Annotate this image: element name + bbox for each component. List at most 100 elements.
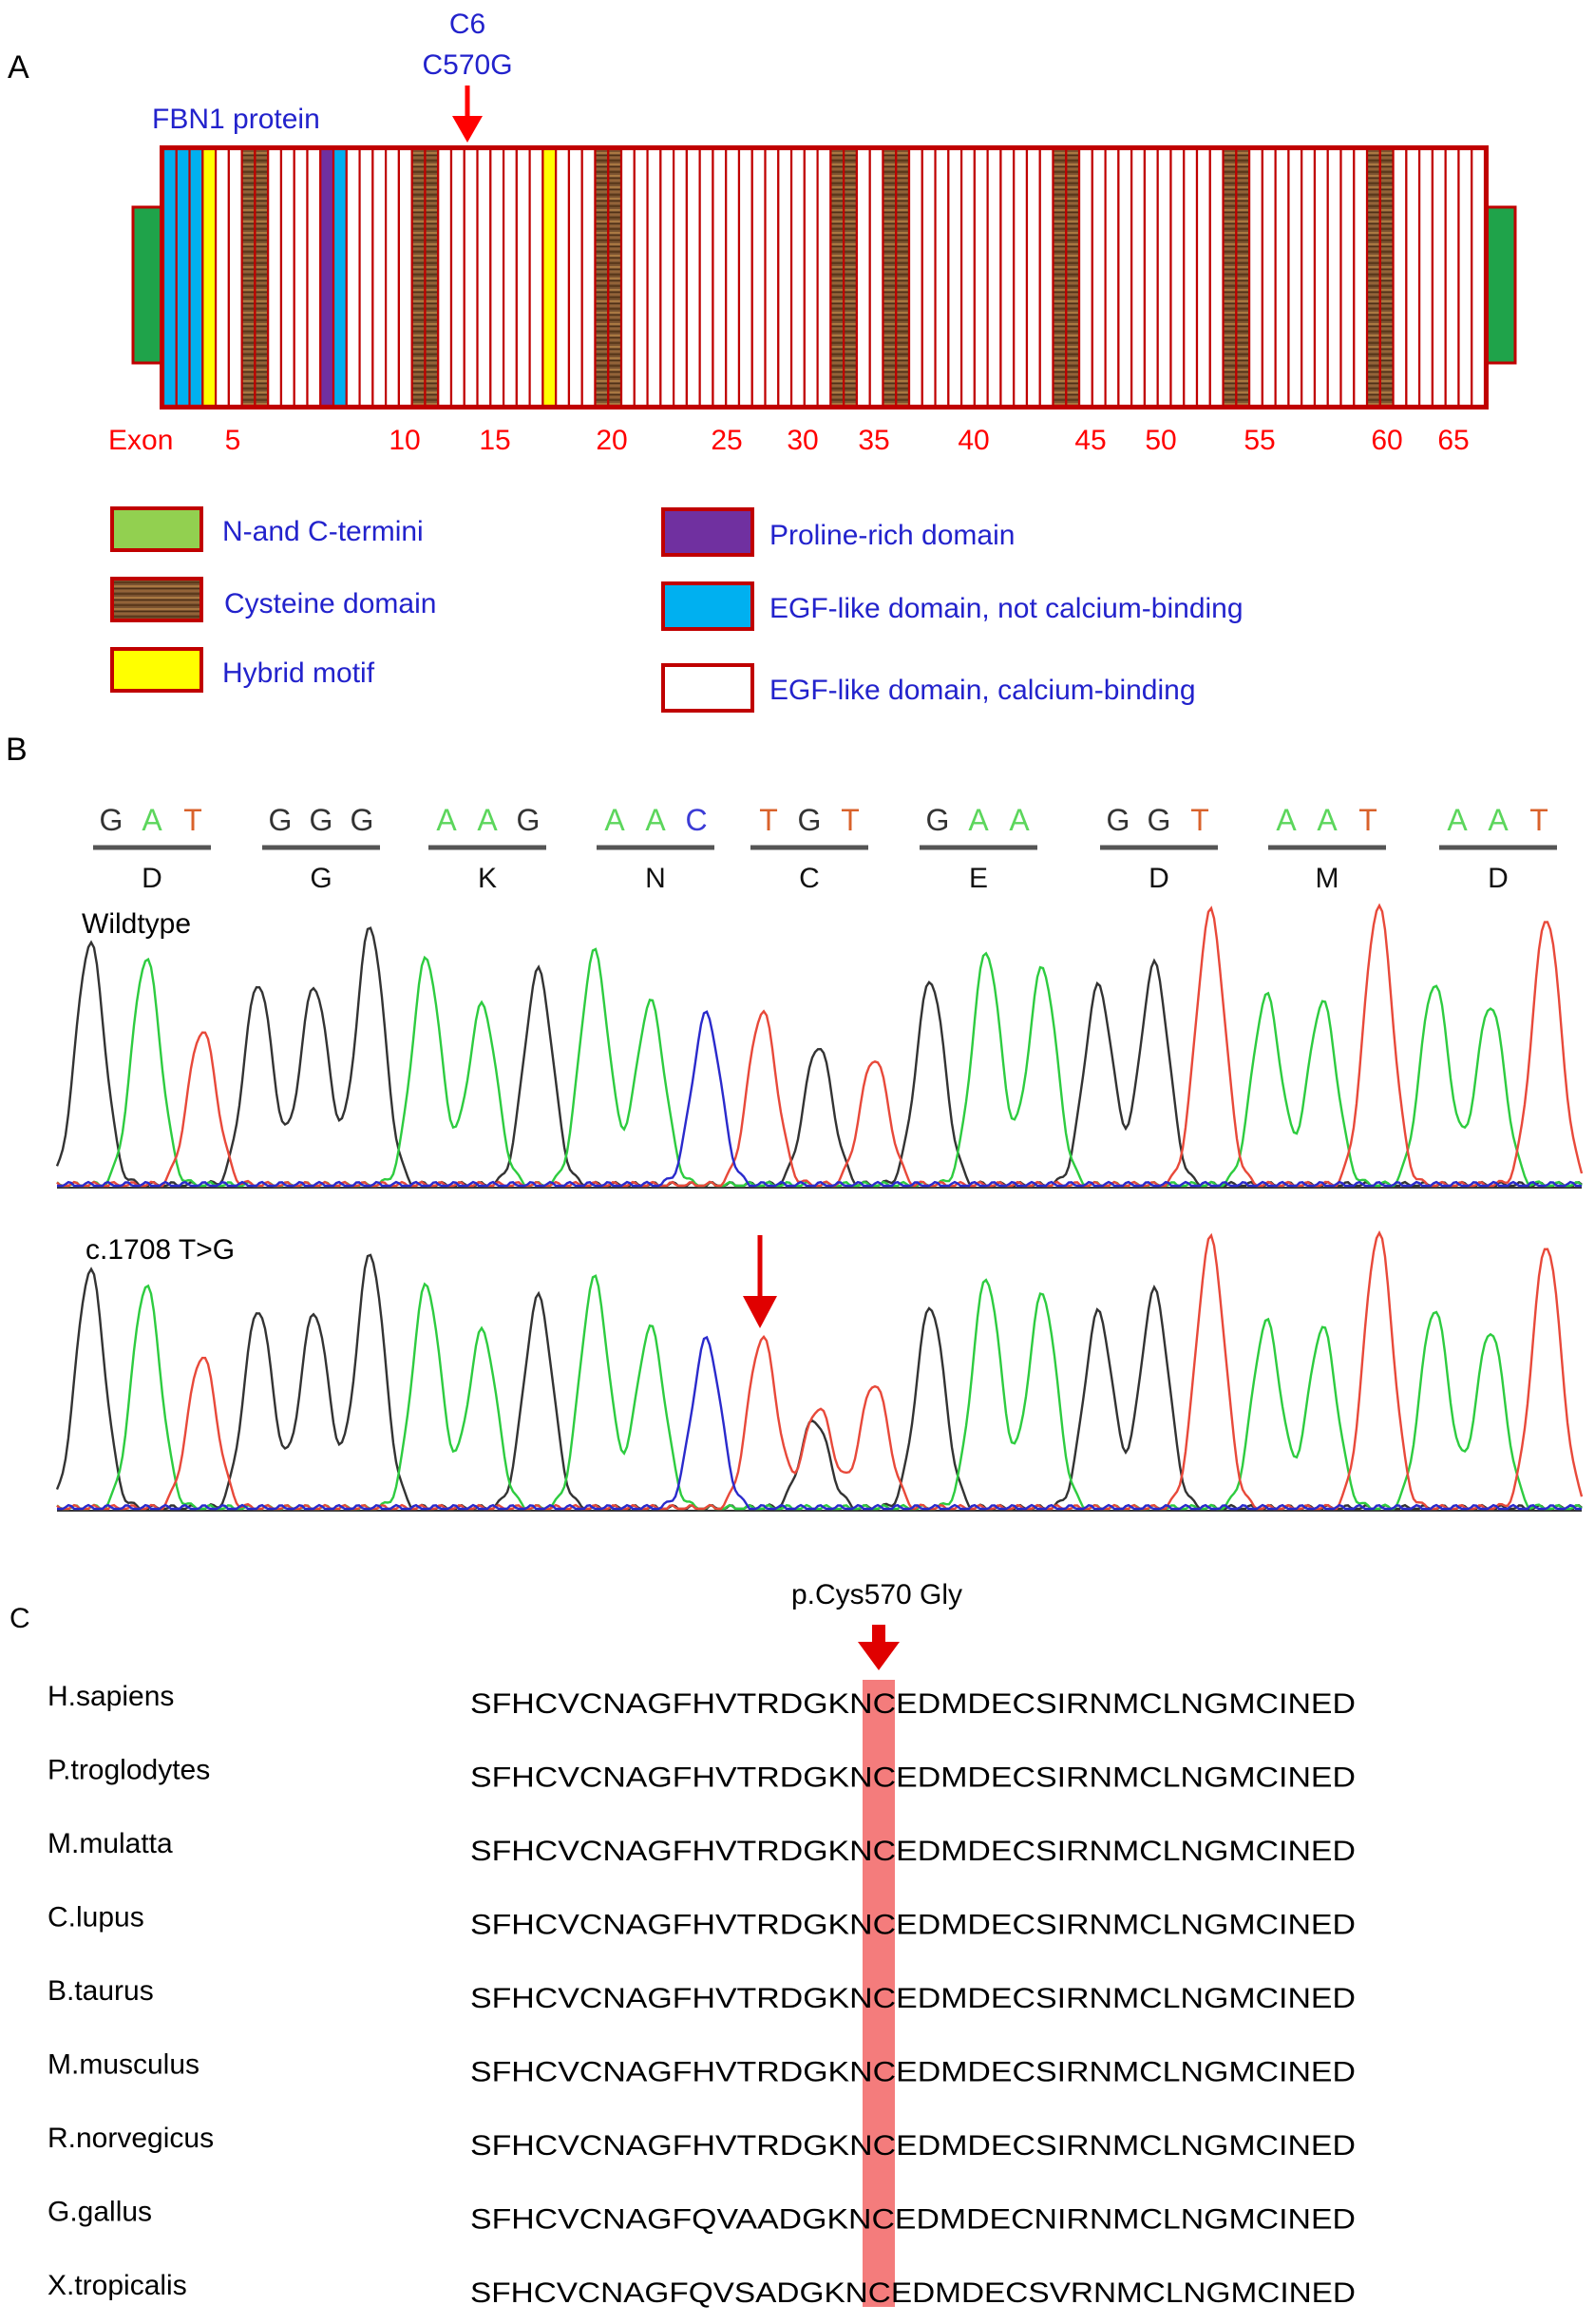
egf-non-ca-domain bbox=[332, 147, 348, 408]
egf-ca-domain bbox=[725, 147, 741, 408]
panel-label-b: B bbox=[6, 732, 28, 768]
egf-ca-domain bbox=[803, 147, 819, 408]
egf-ca-domain bbox=[1130, 147, 1147, 408]
egf-ca-domain bbox=[737, 147, 753, 408]
egf-ca-domain bbox=[1013, 147, 1029, 408]
egf-ca-domain bbox=[463, 147, 479, 408]
species-name: R.norvegicus bbox=[47, 2123, 214, 2154]
egf-ca-domain bbox=[1183, 147, 1199, 408]
exon-label: 45 bbox=[1074, 425, 1106, 456]
egf-ca-domain bbox=[1077, 147, 1093, 408]
egf-ca-domain bbox=[437, 147, 453, 408]
exon-label: 10 bbox=[389, 425, 420, 456]
codon-base: T bbox=[1358, 803, 1377, 837]
codon-base: A bbox=[604, 803, 625, 837]
codon-base: G bbox=[926, 803, 950, 837]
cysteine-domain bbox=[1365, 147, 1381, 408]
chromatogram-wildtype bbox=[55, 903, 1584, 1189]
aligned-sequence: SFHCVCNAGFHVTRDGKNCEDMDECSIRNMCLNGMCINED bbox=[470, 1910, 1356, 1941]
species-name: M.musculus bbox=[47, 2049, 199, 2081]
species-name: M.mulatta bbox=[47, 1828, 173, 1859]
exon-label: 60 bbox=[1371, 425, 1402, 456]
codon-base: A bbox=[436, 803, 457, 837]
egf-ca-domain bbox=[1392, 147, 1408, 408]
codon-base: T bbox=[1190, 803, 1209, 837]
domain-strip bbox=[161, 147, 1487, 408]
alignment-mutation-label: p.Cys570 Gly bbox=[791, 1579, 962, 1610]
cysteine-domain bbox=[1065, 147, 1081, 408]
codon-base: A bbox=[477, 803, 498, 837]
egf-ca-domain bbox=[1313, 147, 1329, 408]
codon-base: T bbox=[841, 803, 860, 837]
exon-label: 35 bbox=[858, 425, 889, 456]
trace-g bbox=[55, 926, 1583, 1188]
mutation-label-c570g: C570G bbox=[422, 49, 512, 81]
cysteine-domain bbox=[240, 147, 256, 408]
egf-ca-domain bbox=[1301, 147, 1317, 408]
egf-non-ca-domain bbox=[161, 147, 178, 408]
egf-ca-domain bbox=[1038, 147, 1054, 408]
trace-a bbox=[56, 1274, 1583, 1511]
exon-label: 55 bbox=[1244, 425, 1275, 456]
trace-c bbox=[57, 1010, 1582, 1188]
egf-ca-domain bbox=[1143, 147, 1159, 408]
exon-label: 20 bbox=[596, 425, 627, 456]
cysteine-domain bbox=[1052, 147, 1068, 408]
amino-acid-label: G bbox=[310, 863, 332, 894]
egf-ca-domain bbox=[673, 147, 688, 408]
n-terminus bbox=[131, 205, 163, 365]
species-name: C.lupus bbox=[47, 1902, 144, 1933]
codon-base: G bbox=[351, 803, 374, 837]
cysteine-domain bbox=[1235, 147, 1251, 408]
egf-ca-domain bbox=[397, 147, 413, 408]
amino-acid-label: C bbox=[799, 863, 820, 894]
cysteine-domain bbox=[882, 147, 898, 408]
codon-base: A bbox=[1009, 803, 1030, 837]
legend-item-hybrid: Hybrid motif bbox=[110, 647, 375, 693]
panel-label-a: A bbox=[8, 49, 29, 86]
egf-ca-domain bbox=[973, 147, 989, 408]
egf-ca-domain bbox=[1326, 147, 1342, 408]
species-name: B.taurus bbox=[47, 1975, 154, 2007]
wildtype-label: Wildtype bbox=[82, 908, 191, 940]
aligned-sequence: SFHCVCNAGFHVTRDGKNCEDMDECSIRNMCLNGMCINED bbox=[470, 1762, 1356, 1794]
protein-name: FBN1 protein bbox=[152, 104, 320, 135]
legend-item-proline: Proline-rich domain bbox=[661, 507, 1015, 557]
aligned-sequence: SFHCVCNAGFQVSADGKNCEDMDECSVRNMCLNGMCINED bbox=[470, 2277, 1356, 2309]
cysteine-domain bbox=[254, 147, 270, 408]
egf-ca-domain bbox=[934, 147, 950, 408]
amino-acid-label: D bbox=[1149, 863, 1169, 894]
legend-item-terminus: N-and C-termini bbox=[110, 506, 424, 552]
amino-acid-label: K bbox=[478, 863, 497, 894]
egf-ca-domain bbox=[777, 147, 793, 408]
egf-ca-domain bbox=[1208, 147, 1225, 408]
cysteine-domain bbox=[594, 147, 610, 408]
egf-ca-domain bbox=[293, 147, 309, 408]
cysteine-domain bbox=[829, 147, 845, 408]
egf-ca-domain bbox=[555, 147, 571, 408]
hybrid-motif bbox=[201, 147, 218, 408]
codon-base: A bbox=[645, 803, 666, 837]
trace-t bbox=[56, 903, 1584, 1188]
egf-ca-domain bbox=[580, 147, 597, 408]
egf-ca-domain bbox=[1091, 147, 1107, 408]
trace-c bbox=[57, 1335, 1582, 1511]
mutation-arrow-alignment bbox=[858, 1625, 900, 1670]
egf-non-ca-domain bbox=[188, 147, 204, 408]
egf-ca-domain bbox=[619, 147, 636, 408]
egf-ca-domain bbox=[502, 147, 518, 408]
egf-ca-domain bbox=[1418, 147, 1434, 408]
legend-label-hybrid: Hybrid motif bbox=[222, 657, 375, 689]
amino-acid-label: D bbox=[142, 863, 162, 894]
legend-label-cysteine: Cysteine domain bbox=[224, 588, 436, 619]
egf-ca-domain bbox=[567, 147, 583, 408]
c-terminus bbox=[1485, 205, 1517, 365]
species-name: P.troglodytes bbox=[47, 1755, 210, 1786]
exon-label: 40 bbox=[958, 425, 989, 456]
egf-ca-domain bbox=[267, 147, 283, 408]
protein-outline bbox=[160, 145, 1489, 410]
aligned-sequence: SFHCVCNAGFHVTRDGKNCEDMDECSIRNMCLNGMCINED bbox=[470, 2057, 1356, 2088]
egf-ca-domain bbox=[528, 147, 544, 408]
codon-base: A bbox=[968, 803, 989, 837]
